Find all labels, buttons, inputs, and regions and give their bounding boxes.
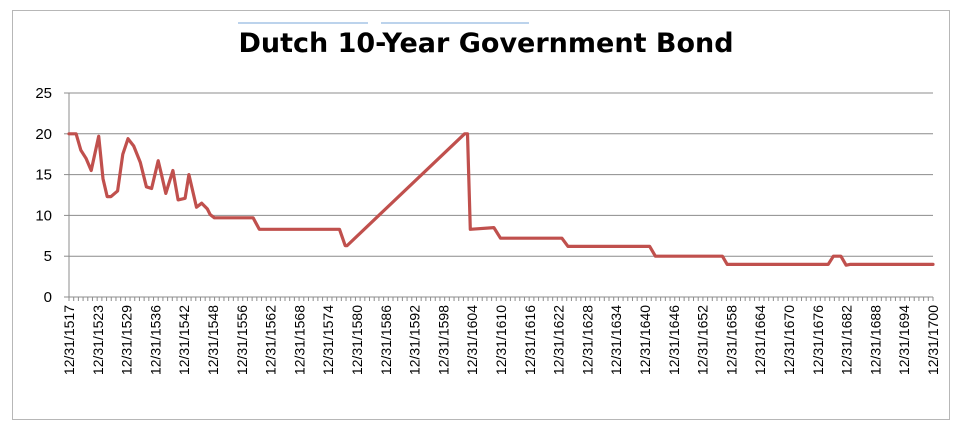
x-axis-ticks: 12/31/1517 12/31/1523 12/31/1529 12/31/1536… bbox=[61, 305, 941, 375]
x-tick-label: 12/31/1574 bbox=[320, 305, 336, 375]
x-tick-label: 12/31/1676 bbox=[810, 305, 826, 375]
series-group bbox=[67, 132, 935, 267]
x-tick-label: 12/31/1640 bbox=[637, 305, 653, 375]
x-tick-label: 12/31/1646 bbox=[666, 305, 682, 375]
x-tick-label: 12/31/1670 bbox=[781, 305, 797, 375]
y-tick-label: 20 bbox=[35, 126, 52, 143]
x-tick-label: 12/31/1658 bbox=[723, 305, 739, 375]
x-tick-label: 12/31/1616 bbox=[522, 305, 538, 375]
x-tick-label: 12/31/1628 bbox=[579, 305, 595, 375]
x-tick-label: 12/31/1622 bbox=[551, 305, 567, 375]
y-tick-label: 25 bbox=[35, 85, 52, 102]
y-tick-label: 5 bbox=[44, 248, 52, 265]
x-tick-label: 12/31/1542 bbox=[176, 305, 192, 375]
x-tick-label: 12/31/1562 bbox=[263, 305, 279, 375]
x-tick-label: 12/31/1548 bbox=[205, 305, 221, 375]
y-tick-label: 10 bbox=[35, 207, 52, 224]
top-decoration-line bbox=[381, 22, 529, 24]
x-tick-label: 12/31/1556 bbox=[234, 305, 250, 375]
x-tick-label: 12/31/1529 bbox=[119, 305, 135, 375]
axes bbox=[64, 92, 934, 301]
chart-title: Dutch 10-Year Government Bond bbox=[238, 28, 734, 59]
x-tick-label: 12/31/1580 bbox=[349, 305, 365, 375]
x-tick-label: 12/31/1517 bbox=[61, 305, 77, 375]
x-tick-label: 12/31/1568 bbox=[291, 305, 307, 375]
x-tick-label: 12/31/1682 bbox=[839, 305, 855, 375]
gridlines bbox=[69, 92, 933, 257]
x-tick-label: 12/31/1592 bbox=[407, 305, 423, 375]
y-tick-label: 0 bbox=[44, 289, 52, 306]
top-decoration-line bbox=[238, 22, 368, 24]
series-line bbox=[67, 132, 935, 267]
x-tick-label: 12/31/1634 bbox=[608, 305, 624, 375]
y-tick-label: 15 bbox=[35, 167, 52, 184]
x-tick-label: 12/31/1586 bbox=[378, 305, 394, 375]
x-tick-label: 12/31/1688 bbox=[867, 305, 883, 375]
x-tick-label: 12/31/1694 bbox=[896, 305, 912, 375]
x-tick-label: 12/31/1536 bbox=[147, 305, 163, 375]
x-tick-label: 12/31/1700 bbox=[925, 305, 941, 375]
x-tick-label: 12/31/1604 bbox=[464, 305, 480, 375]
x-tick-label: 12/31/1610 bbox=[493, 305, 509, 375]
x-tick-label: 12/31/1523 bbox=[90, 305, 106, 375]
x-tick-label: 12/31/1652 bbox=[695, 305, 711, 375]
y-axis-ticks: 0 5 10 15 20 25 bbox=[35, 85, 52, 306]
x-tick-label: 12/31/1664 bbox=[752, 305, 768, 375]
x-tick-label: 12/31/1598 bbox=[435, 305, 451, 375]
